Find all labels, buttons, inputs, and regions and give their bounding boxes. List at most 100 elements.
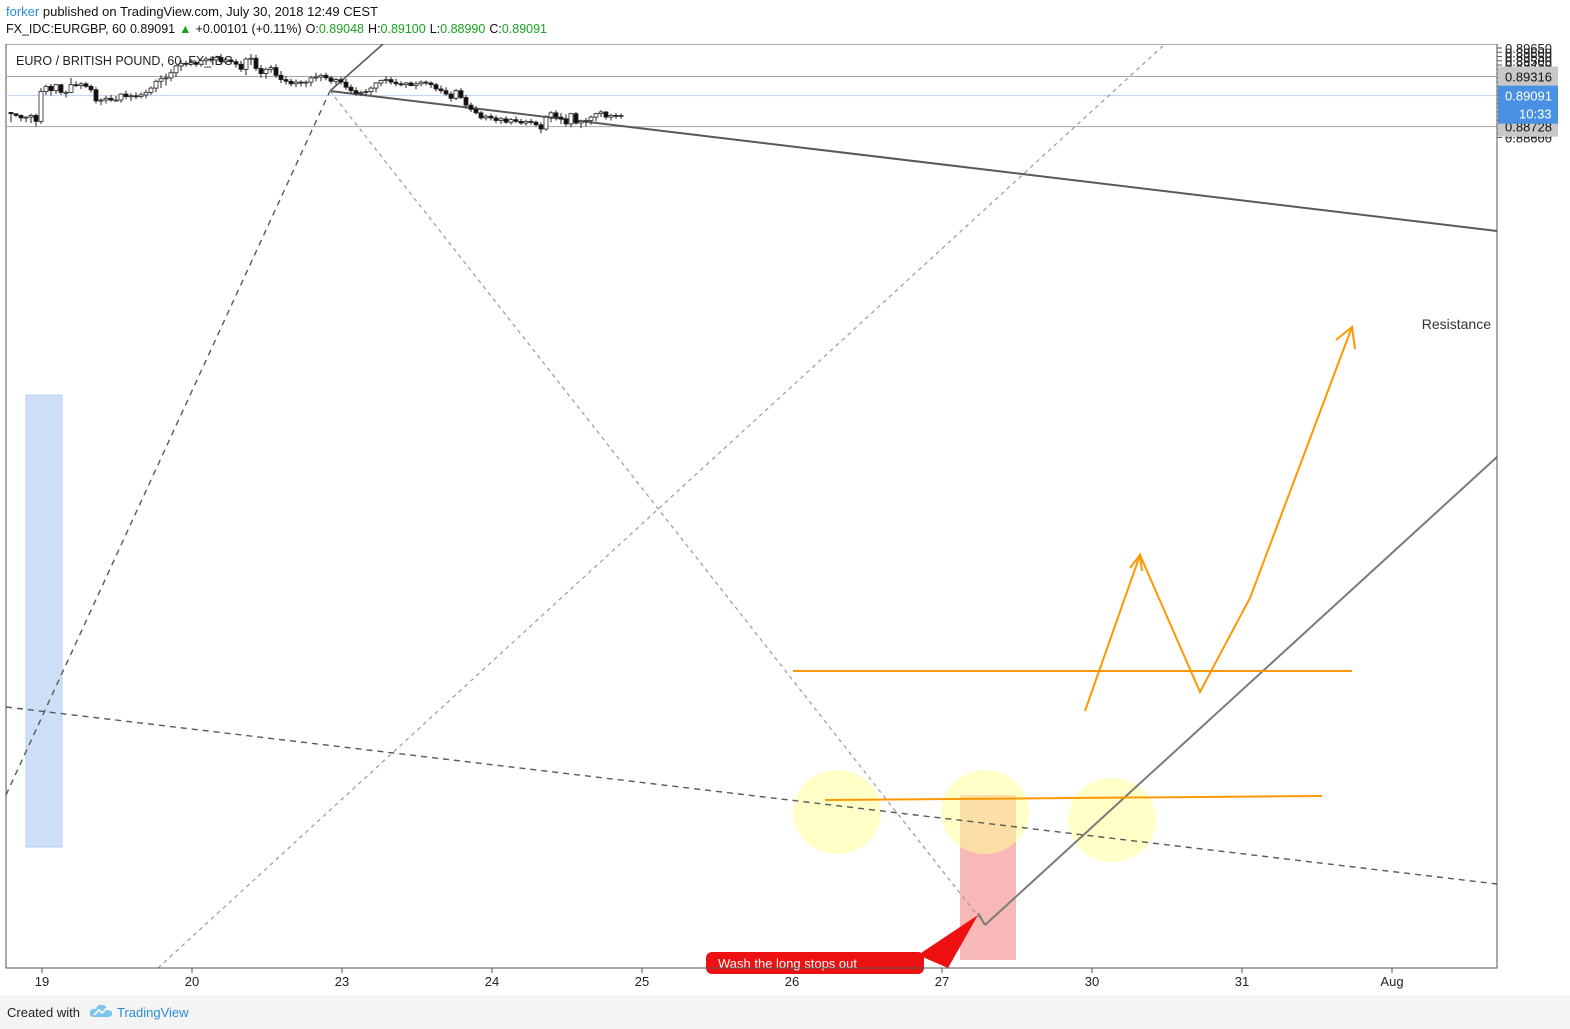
up-candle-body [368,87,374,92]
down-candle-body [93,89,99,102]
price-tick-label: 0.89550 [1505,50,1552,65]
down-candle-body [488,115,494,119]
close-value: 0.89091 [501,22,548,36]
candle [523,119,529,126]
up-candle-body [483,115,489,119]
price-axis[interactable]: 0.896500.896000.895500.895000.894500.894… [1496,41,1558,968]
author-name[interactable]: forker [6,4,40,19]
down-candle-body [58,84,64,93]
up-candle-body [248,57,254,60]
chart-background-annotations: EURO / BRITISH POUND, 60, FX_IDC [5,43,1498,969]
candle [438,85,444,94]
down-candle-body [503,118,509,123]
footer-bar: Created with TradingView [0,995,1570,1029]
candle [138,92,144,99]
candle [278,71,284,83]
up-candle-body [543,116,549,130]
time-tick-label: 27 [935,974,949,989]
up-candle-body [378,80,384,84]
time-axis[interactable]: 19 20 23 24 25 26 27 30 31 Aug [6,967,1497,989]
time-tick-label: 24 [485,974,499,989]
up-candle-body [583,120,589,122]
open-value: 0.89048 [318,22,365,36]
candle [23,116,29,123]
down-candle-body [288,80,294,85]
up-candle-body [128,95,134,98]
down-candle-body [533,121,539,126]
low-label: L: [429,22,441,36]
candle [358,90,364,96]
publish-line: forker published on TradingView.com, Jul… [6,4,378,19]
candle [363,88,369,96]
published-text: published on TradingView.com, July 30, 2… [42,4,378,19]
candle [588,115,594,125]
candle [153,79,159,93]
candle [98,98,104,106]
down-candle-body [273,67,279,76]
dashed-lower-channel-line [5,706,1498,885]
down-candle-body [423,81,429,84]
price-tick-label: 0.89500 [1505,54,1552,69]
change-value: +0.00101 (+0.11%) [195,22,302,36]
candle [558,112,564,124]
candle [568,112,574,128]
down-candle-body [208,58,214,61]
created-with-text: Created with [7,1005,80,1020]
candle [418,80,424,87]
candle [433,82,439,92]
down-candle-body [193,62,199,65]
down-candle-body [573,113,579,124]
up-candle-body [548,112,554,118]
yellow-highlight-circle [941,770,1029,854]
up-candle-body [568,113,574,125]
trend-lines: Resistance [5,43,1498,969]
candle [223,58,229,64]
candle [228,58,234,65]
candle [53,83,59,95]
up-candle-body [203,58,209,62]
candle [388,77,394,85]
candle [338,77,344,85]
down-candle-body [353,90,359,94]
candle [413,81,419,89]
arrowhead-icon [1335,325,1356,350]
down-candle-body [473,109,479,114]
candle [483,114,489,121]
up-candle-body [308,77,314,83]
candle [593,112,599,122]
candle [208,56,214,63]
open-label: O: [305,22,319,36]
up-candle-body [38,91,44,122]
down-candle-body [538,124,544,130]
down-candle-body [613,114,619,117]
up-candle-body [243,58,249,70]
up-candle-body [153,80,159,89]
up-candle-body [373,82,379,89]
down-candle-body [348,86,354,92]
up-candle-body [363,91,369,93]
publish-header: forker published on TradingView.com, Jul… [0,0,1570,44]
up-candle-body [188,62,194,65]
candle [373,82,379,93]
candle [193,60,199,67]
last-price-tag-label: 0.89091 [1505,89,1552,104]
up-candle-body [158,78,164,82]
candle [263,67,269,79]
down-candle-body [463,97,469,106]
candle [423,80,429,86]
time-tick-label: 30 [1085,974,1099,989]
candle [368,86,374,95]
down-candle-body [218,56,224,63]
candle [603,111,609,120]
down-candle-body [283,79,289,82]
candlesticks [8,53,624,134]
brand-name[interactable]: TradingView [117,1005,189,1020]
down-candle-body [528,120,534,123]
up-candle-body [118,93,124,101]
candle [148,86,154,95]
down-candle-body [553,112,559,118]
candle [458,88,464,100]
down-candle-body [408,82,414,86]
candle [48,83,54,96]
